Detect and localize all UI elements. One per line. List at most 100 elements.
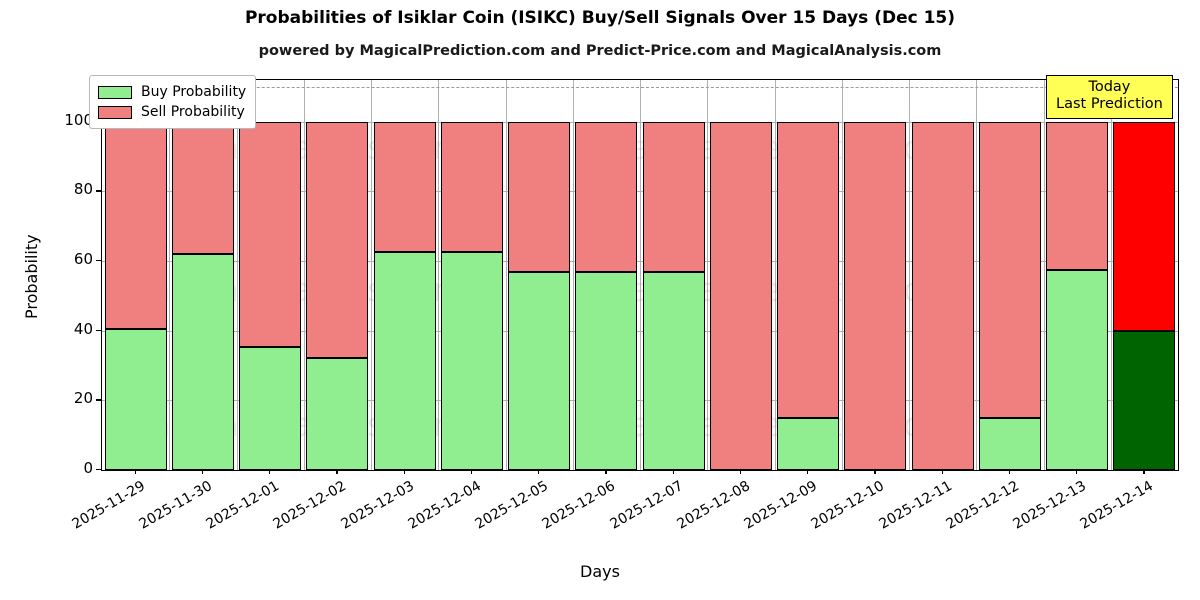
bar-segment-buy[interactable] [239, 347, 302, 470]
today-label-line1: Today [1088, 79, 1131, 95]
bar-segment-sell[interactable] [306, 121, 369, 358]
x-axis-tick-mark [269, 469, 271, 474]
y-axis-tick-mark [96, 329, 101, 331]
bar-segment-sell[interactable] [1113, 121, 1176, 331]
gridline-vertical [707, 80, 709, 470]
y-axis-tick-label: 100 [64, 110, 93, 129]
y-axis-tick-mark [96, 190, 101, 192]
chart-subtitle: powered by MagicalPrediction.com and Pre… [258, 43, 942, 59]
bar-segment-buy[interactable] [440, 252, 503, 470]
bar-group[interactable] [239, 80, 302, 470]
y-axis-tick-label: 20 [73, 389, 93, 408]
bar-group[interactable] [1046, 80, 1109, 470]
bar-segment-sell[interactable] [1046, 121, 1109, 270]
bar-segment-sell[interactable] [440, 121, 503, 253]
bar-segment-sell[interactable] [844, 121, 907, 470]
bar-group[interactable] [642, 80, 705, 470]
gridline-vertical [774, 80, 776, 470]
x-axis-tick-mark [739, 469, 742, 474]
x-axis-tick-mark [605, 469, 607, 474]
bar-group[interactable] [709, 80, 772, 470]
bar-segment-buy[interactable] [508, 271, 571, 470]
chart-legend: Buy Probability Sell Probability [89, 75, 257, 129]
gridline-vertical [841, 80, 843, 470]
bar-segment-buy[interactable] [777, 417, 840, 470]
bar-segment-sell[interactable] [171, 121, 234, 255]
gridline-vertical [1043, 80, 1045, 470]
bar-group[interactable] [777, 80, 840, 470]
x-axis-tick-mark [336, 469, 338, 474]
bar-segment-buy[interactable] [1046, 269, 1109, 470]
reference-line [102, 86, 1178, 88]
bar-segment-buy[interactable] [1113, 330, 1176, 470]
gridline-vertical [438, 80, 440, 470]
legend-swatch-buy [98, 85, 132, 99]
x-axis-tick-mark [1143, 469, 1145, 474]
bar-group[interactable] [306, 80, 369, 470]
bar-group[interactable] [844, 80, 907, 470]
bars-layer [102, 80, 1178, 470]
bar-segment-buy[interactable] [575, 271, 638, 470]
bar-segment-buy[interactable] [373, 252, 436, 470]
today-annotation: Today Last Prediction [1046, 75, 1173, 119]
bar-segment-sell[interactable] [575, 121, 638, 272]
gridline-vertical [371, 80, 372, 470]
y-axis-tick-mark [96, 399, 101, 401]
x-axis-tick-mark [403, 469, 405, 474]
bar-segment-sell[interactable] [642, 121, 705, 272]
bar-segment-sell[interactable] [508, 121, 571, 272]
y-axis-tick-label: 60 [73, 250, 93, 269]
plot-area: MagicalAnalysis.comMagicalPrediction.com… [101, 79, 1179, 471]
y-axis-tick-mark [96, 469, 101, 471]
gridline-vertical [1110, 80, 1112, 470]
bar-group[interactable] [171, 80, 234, 470]
y-axis-tick-mark [96, 260, 101, 262]
x-axis-tick-mark [1008, 469, 1011, 474]
gridline-vertical [169, 80, 171, 470]
x-axis-tick-mark [807, 469, 809, 474]
bar-group[interactable] [978, 80, 1041, 470]
x-axis-tick-mark [134, 469, 136, 474]
bar-segment-sell[interactable] [911, 121, 974, 470]
gridline-vertical [976, 80, 978, 470]
y-axis-tick-label: 40 [73, 319, 93, 338]
bar-group[interactable] [1113, 80, 1176, 470]
bar-segment-sell[interactable] [709, 121, 772, 470]
bar-group[interactable] [373, 80, 436, 470]
bar-group[interactable] [508, 80, 571, 470]
bar-group[interactable] [575, 80, 638, 470]
legend-item-buy: Buy Probability [98, 82, 246, 102]
x-axis-tick-mark [1076, 469, 1078, 474]
x-axis-tick-mark [874, 469, 876, 474]
bar-segment-sell[interactable] [239, 121, 302, 348]
gridline-vertical [572, 80, 574, 470]
bar-segment-sell[interactable] [104, 121, 167, 329]
gridline [102, 470, 1178, 471]
x-axis-tick-mark [470, 469, 473, 474]
bar-segment-buy[interactable] [306, 357, 369, 470]
bar-segment-buy[interactable] [171, 254, 234, 470]
bar-segment-buy[interactable] [104, 328, 167, 470]
bar-segment-buy[interactable] [978, 417, 1041, 470]
bar-segment-sell[interactable] [777, 121, 840, 418]
bar-group[interactable] [440, 80, 503, 470]
x-axis-tick-mark [672, 469, 674, 474]
bar-group[interactable] [911, 80, 974, 470]
gridline-vertical [303, 80, 305, 470]
x-axis-tick-mark [538, 469, 540, 474]
legend-swatch-sell [98, 105, 132, 119]
y-axis-tick-label: 0 [83, 459, 93, 477]
bar-segment-sell[interactable] [978, 121, 1041, 418]
today-label-line2: Last Prediction [1056, 96, 1163, 113]
bar-group[interactable] [104, 80, 167, 470]
x-axis-tick-mark [201, 469, 204, 474]
legend-label-sell: Sell Probability [141, 104, 245, 120]
y-axis-label: Probability [22, 234, 41, 319]
legend-item-sell: Sell Probability [98, 102, 246, 122]
x-axis-label: Days [580, 562, 620, 581]
bar-segment-sell[interactable] [373, 121, 436, 253]
bar-segment-buy[interactable] [642, 271, 705, 470]
gridline-vertical [505, 80, 507, 470]
gridline-vertical [236, 80, 238, 470]
